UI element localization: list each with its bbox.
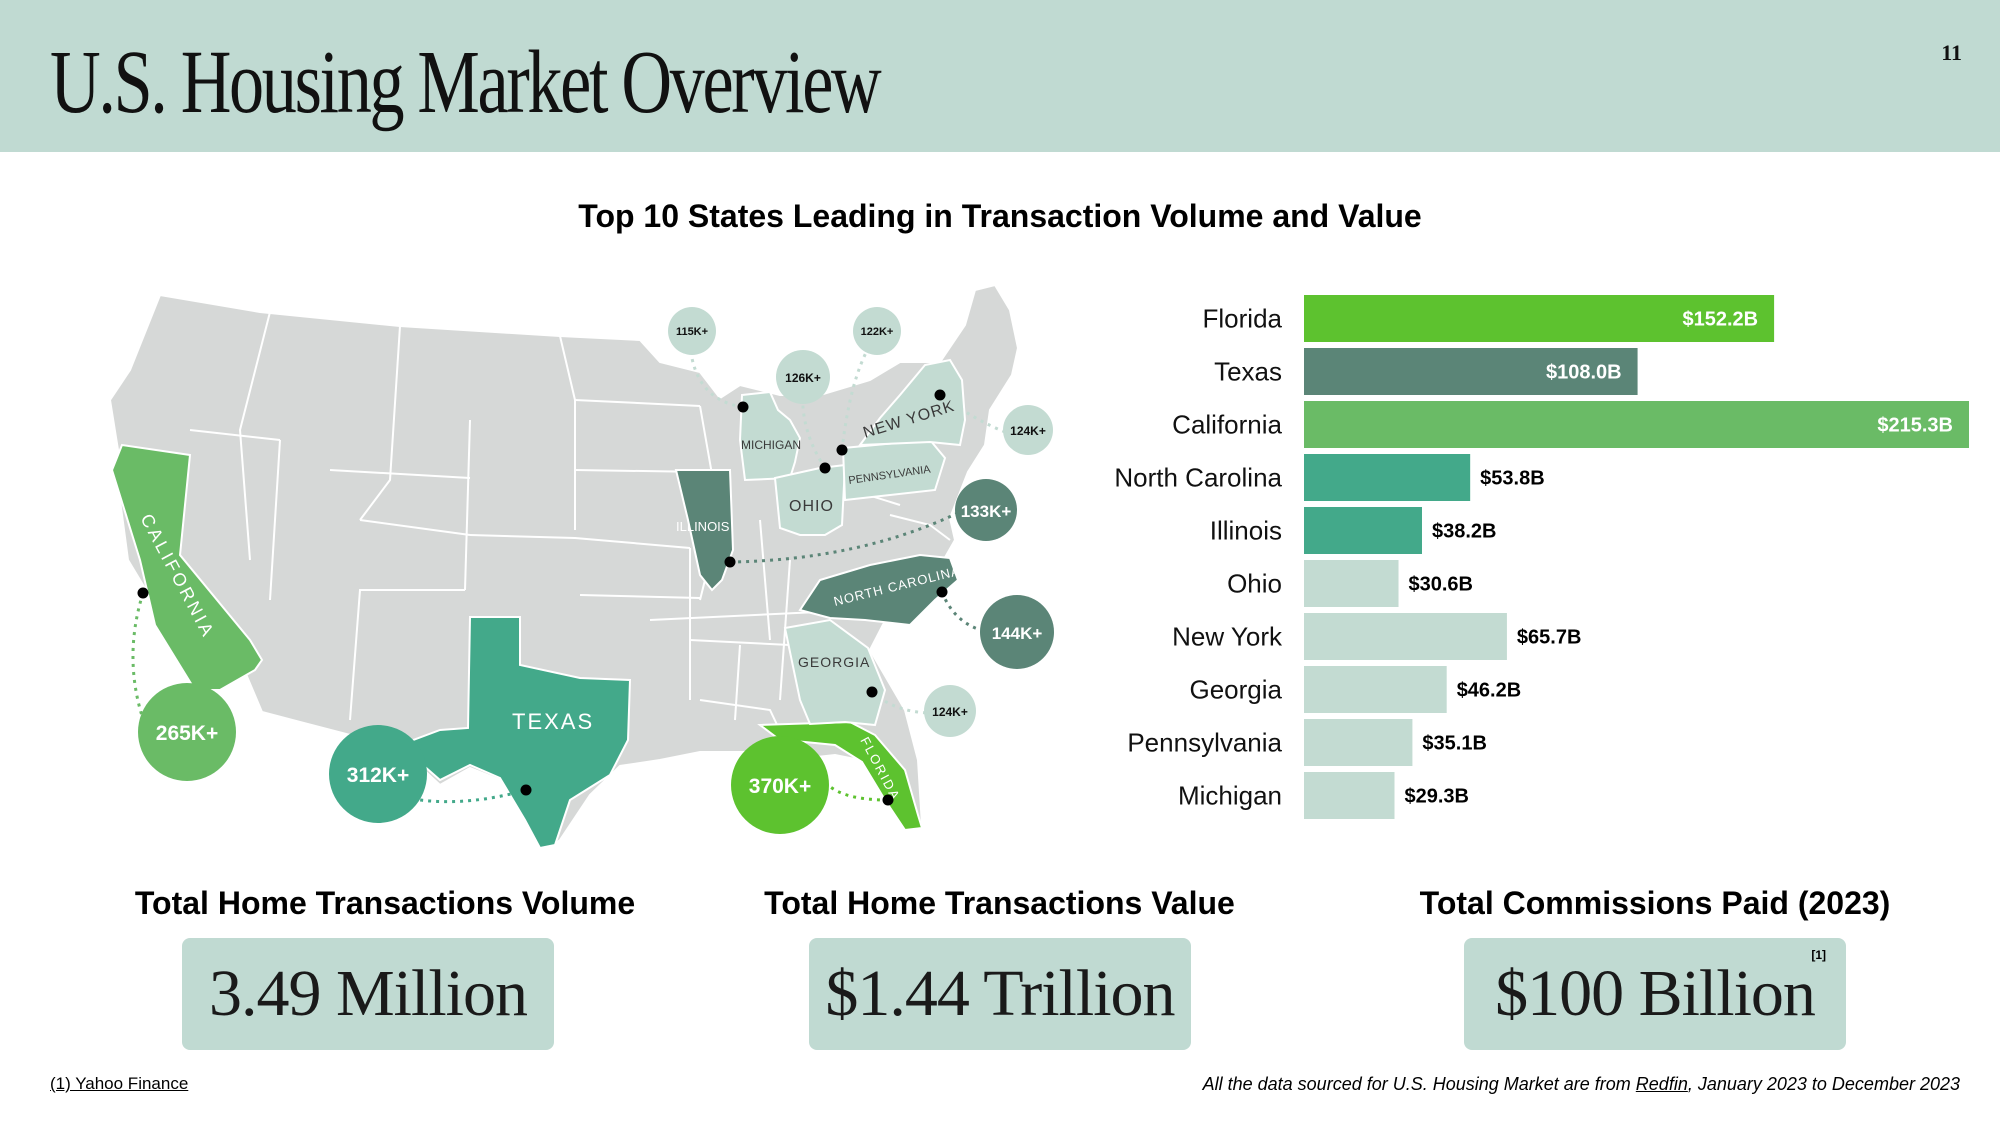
highlighted-states (110, 358, 967, 850)
state-pennsylvania (841, 438, 947, 502)
stat-heading-commissions: Total Commissions Paid (2023) (1419, 885, 1891, 921)
header-band (0, 0, 2000, 152)
bubble-north-carolina (980, 595, 1054, 669)
bar-illinois (1304, 507, 1422, 554)
map-state-labels-dark: MICHIGAN OHIO PENNSYLVANIA NEW YORK GEOR… (741, 398, 957, 670)
bubble-florida (731, 736, 829, 834)
bar-value-label-florida: $152.2B (1682, 309, 1758, 331)
bubble-california (138, 683, 236, 781)
bubble-illinois (955, 479, 1017, 541)
map-label-georgia: GEORGIA (798, 654, 870, 670)
bar-category-label-california: California (1172, 410, 1282, 440)
bar-texas (1304, 348, 1638, 395)
bar-new-york (1304, 613, 1507, 660)
bar-category-label-texas: Texas (1214, 357, 1282, 387)
map-label-california: CALIFORNIA (136, 510, 218, 641)
bar-value-label-pennsylvania: $35.1B (1422, 733, 1487, 755)
bar-category-label-illinois: Illinois (1210, 516, 1282, 546)
bar-value-label-ohio: $30.6B (1409, 574, 1474, 596)
bubble-label-texas: 312K+ (347, 764, 409, 787)
bubble-label-florida: 370K+ (749, 775, 811, 798)
bar-category-label-georgia: Georgia (1190, 675, 1283, 705)
map-state-labels: CALIFORNIA TEXAS FLORIDA ILLINOIS NORTH … (136, 510, 961, 803)
footnote-source-link[interactable]: (1) Yahoo Finance (50, 1074, 189, 1093)
bubble-label-pennsylvania: 124K+ (1010, 424, 1046, 438)
bar-pennsylvania (1304, 719, 1413, 766)
stat-heading-value: Total Home Transactions Value (764, 885, 1235, 921)
map-label-florida: FLORIDA (857, 734, 903, 803)
map-connector-dots (137, 389, 948, 806)
map-label-new-york: NEW YORK (861, 398, 957, 442)
bubble-new-york (853, 307, 901, 355)
bubble-label-north-carolina: 144K+ (992, 624, 1043, 643)
map-label-texas: TEXAS (512, 709, 594, 734)
bar-value-label-illinois: $38.2B (1432, 521, 1497, 543)
stat-box-commissions: $100 Billion [1] (1464, 938, 1846, 1050)
state-california (110, 443, 264, 691)
map-base (108, 283, 1020, 850)
volume-bubbles: 265K+ 312K+ 370K+ 133K+ 144K+ 124K+ 124K… (138, 307, 1054, 834)
map-connectors (131, 344, 1006, 804)
bar-category-label-michigan: Michigan (1178, 781, 1282, 811)
state-illinois (674, 469, 735, 592)
stat-value-volume: 3.49 Million (208, 957, 528, 1030)
stat-value-value: $1.44 Trillion (825, 957, 1175, 1030)
map-label-michigan: MICHIGAN (741, 438, 801, 452)
stat-box-value: $1.44 Trillion (809, 938, 1191, 1050)
stat-heading-volume: Total Home Transactions Volume (134, 885, 636, 921)
footnote-marker: [1] (1811, 948, 1826, 962)
bar-california (1304, 401, 1969, 448)
bubble-georgia (924, 685, 976, 737)
bar-value-label-michigan: $29.3B (1404, 786, 1469, 808)
bar-michigan (1304, 772, 1395, 819)
redfin-link[interactable]: Redfin (1635, 1074, 1688, 1094)
state-georgia (783, 618, 887, 727)
bar-category-label-new-york: New York (1172, 622, 1283, 652)
chart-title: Top 10 States Leading in Transaction Vol… (578, 198, 1422, 234)
bar-georgia (1304, 666, 1447, 713)
state-ohio (773, 463, 847, 536)
bar-category-label-florida: Florida (1203, 304, 1283, 334)
bar-florida (1304, 295, 1775, 342)
bar-north-carolina (1304, 454, 1471, 501)
bubble-label-new-york: 122K+ (861, 326, 894, 338)
bubble-label-michigan: 115K+ (676, 326, 708, 338)
bar-value-label-new-york: $65.7B (1517, 627, 1582, 649)
bubble-pennsylvania (1003, 405, 1053, 455)
state-texas (398, 616, 632, 850)
bar-category-label-pennsylvania: Pennsylvania (1127, 728, 1282, 758)
map-label-pennsylvania: PENNSYLVANIA (848, 463, 932, 486)
data-source-note: All the data sourced for U.S. Housing Ma… (1203, 1074, 1960, 1095)
bar-category-label-north-carolina: North Carolina (1114, 463, 1282, 493)
bar-value-label-california: $215.3B (1877, 415, 1953, 437)
page-title: U.S. Housing Market Overview (50, 33, 882, 132)
bubble-ohio (776, 350, 830, 404)
map-label-north-carolina: NORTH CAROLINA (832, 563, 962, 609)
map-label-ohio: OHIO (789, 498, 834, 515)
state-north-carolina (798, 553, 960, 627)
stat-box-volume: 3.49 Million (182, 938, 554, 1050)
state-florida (757, 720, 924, 832)
stat-value-commissions: $100 Billion (1495, 957, 1816, 1030)
bar-value-label-north-carolina: $53.8B (1480, 468, 1545, 490)
state-new-york (857, 358, 967, 447)
bar-ohio (1304, 560, 1399, 607)
page-number: 11 (1941, 40, 1962, 65)
data-source-suffix: , January 2023 to December 2023 (1687, 1074, 1960, 1094)
state-michigan (738, 390, 802, 482)
bubble-label-california: 265K+ (156, 722, 218, 745)
bar-category-label-ohio: Ohio (1227, 569, 1282, 599)
bar-value-label-texas: $108.0B (1546, 362, 1622, 384)
bubble-texas (329, 725, 427, 823)
map-label-illinois: ILLINOIS (676, 519, 730, 534)
data-source-prefix: All the data sourced for U.S. Housing Ma… (1202, 1074, 1636, 1094)
bubble-label-illinois: 133K+ (961, 502, 1012, 521)
bar-value-label-georgia: $46.2B (1457, 680, 1522, 702)
bubble-michigan (668, 307, 716, 355)
bubble-label-ohio: 126K+ (785, 371, 821, 385)
bubble-label-georgia: 124K+ (932, 705, 968, 719)
